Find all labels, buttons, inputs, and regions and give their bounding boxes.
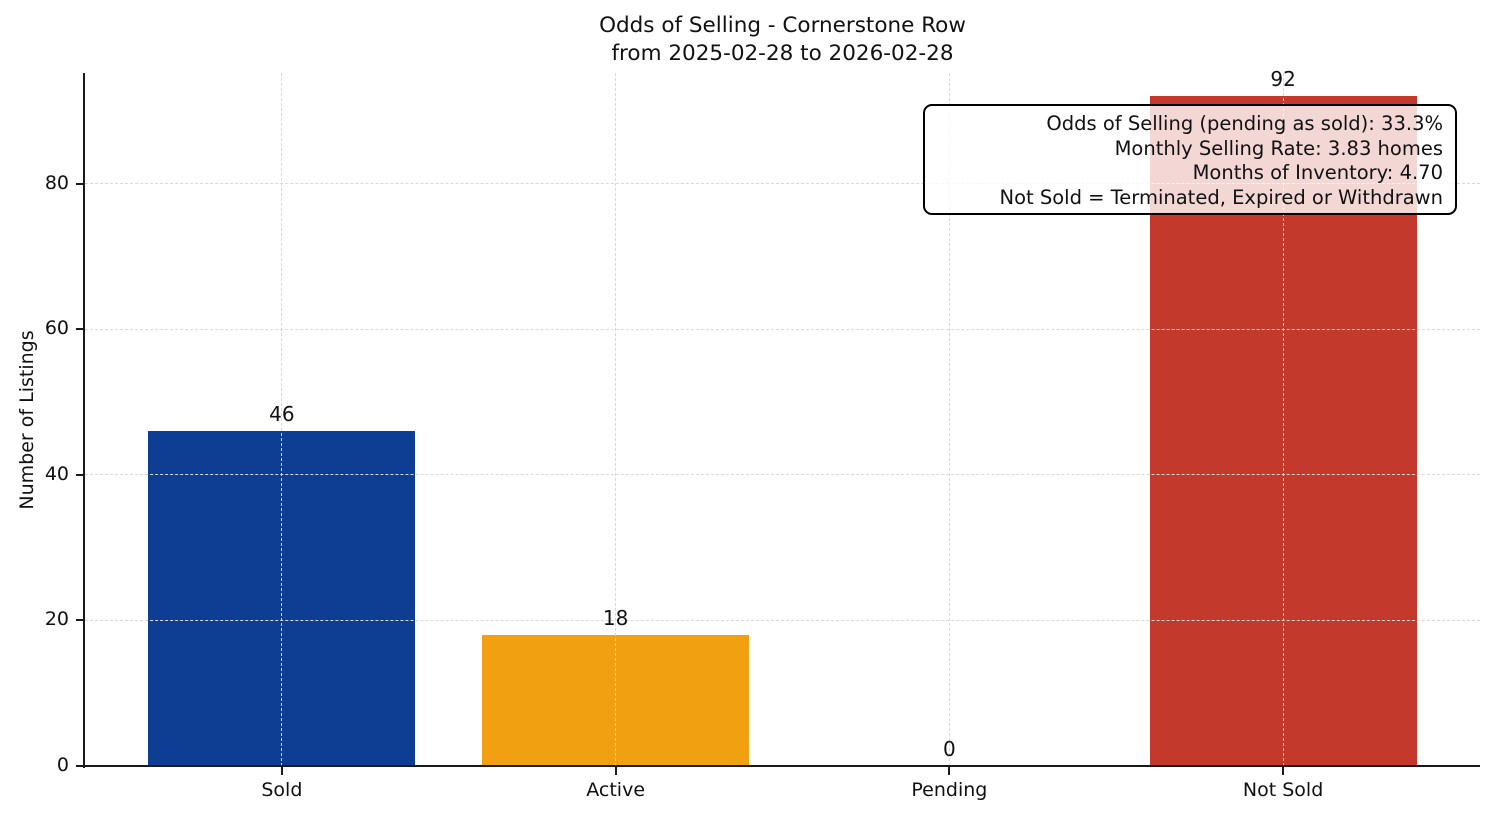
annotation-line-months-inventory: Months of Inventory: 4.70 [1192,161,1443,184]
horizontal-gridline [85,328,1480,330]
chart-title: Odds of Selling - Cornerstone Row from 2… [85,12,1480,68]
x-axis-spine [83,765,1480,767]
annotation-line-monthly-rate: Monthly Selling Rate: 3.83 homes [1114,136,1443,160]
x-tick-label-sold: Sold [261,779,303,801]
horizontal-gridline [85,619,1480,621]
y-tick-mark [76,328,85,331]
annotation-line-odds: Odds of Selling (pending as sold): 33.3% [1046,112,1443,135]
y-tick-mark [76,619,85,622]
y-tick-label: 60 [44,317,69,340]
x-tick-mark [280,767,283,775]
y-tick-label: 0 [56,754,69,776]
y-axis-spine [83,73,85,768]
bar-value-label-pending: 0 [942,737,956,761]
bar-value-label-active: 18 [602,605,629,630]
y-tick-label: 40 [44,462,69,485]
x-tick-label-not-sold: Not Sold [1242,779,1324,801]
bar-value-label-sold: 46 [269,402,295,427]
x-tick-label-active: Active [586,779,646,801]
y-tick-mark [76,182,85,185]
y-tick-mark [76,473,85,476]
vertical-gridline [615,73,617,766]
x-tick-mark [1282,767,1285,775]
horizontal-gridline [85,183,1480,185]
y-tick-label: 80 [44,171,69,194]
x-tick-mark [948,767,951,775]
y-tick-mark [76,765,85,767]
x-tick-label-pending: Pending [911,779,988,801]
horizontal-gridline [85,474,1480,476]
x-tick-mark [614,767,617,775]
chart-title-line1: Odds of Selling - Cornerstone Row [599,13,966,38]
annotation-line-not-sold-definition: Not Sold = Terminated, Expired or Withdr… [999,185,1443,209]
vertical-gridline [948,73,950,766]
vertical-gridline [281,73,283,766]
bar-value-label-not-sold: 92 [1270,67,1296,92]
annotation-box: Odds of Selling (pending as sold): 33.3%… [923,104,1457,215]
vertical-gridline [1282,73,1284,766]
chart-title-line2: from 2025-02-28 to 2026-02-28 [611,41,954,66]
y-tick-label: 20 [44,608,69,631]
